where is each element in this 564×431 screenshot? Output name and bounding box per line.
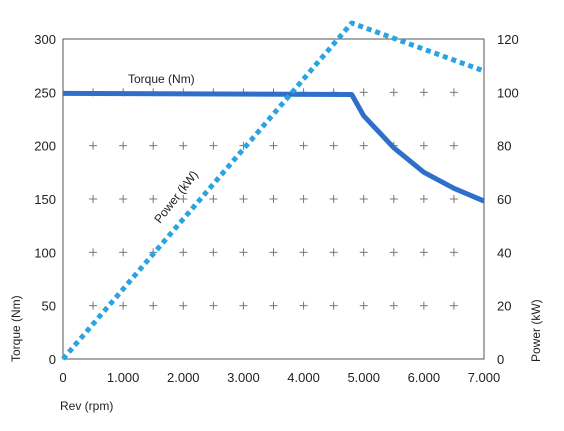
y-right-tick-label: 40 bbox=[497, 245, 511, 260]
y-right-tick-label: 20 bbox=[497, 299, 511, 314]
y-left-tick-label: 0 bbox=[49, 352, 56, 367]
series-lines bbox=[61, 20, 485, 361]
x-tick-label: 1.000 bbox=[107, 370, 140, 385]
y-left-tick-label: 50 bbox=[42, 299, 56, 314]
x-tick-label: 4.000 bbox=[287, 370, 320, 385]
x-tick-label: 6.000 bbox=[408, 370, 441, 385]
y-left-tick-label: 300 bbox=[34, 32, 56, 47]
y-right-tick-label: 60 bbox=[497, 192, 511, 207]
x-tick-label: 3.000 bbox=[227, 370, 260, 385]
x-axis-label: Rev (rpm) bbox=[60, 399, 113, 413]
tick-labels: 0 1.000 2.000 3.000 4.000 5.000 6.000 7.000 0 50 1… bbox=[34, 32, 518, 385]
y-left-tick-label: 100 bbox=[34, 245, 56, 260]
x-tick-label: 2.000 bbox=[167, 370, 200, 385]
y-right-tick-label: 120 bbox=[497, 32, 519, 47]
torque-series-label: Torque (Nm) bbox=[128, 72, 195, 86]
y-left-tick-label: 200 bbox=[34, 139, 56, 154]
power-line bbox=[61, 20, 485, 361]
power-series-label: Power (kW) bbox=[151, 168, 201, 226]
y-right-axis-label: Power (kW) bbox=[529, 299, 543, 362]
x-tick-label: 5.000 bbox=[347, 370, 380, 385]
y-left-axis-label: Torque (Nm) bbox=[9, 295, 23, 362]
y-right-tick-label: 0 bbox=[497, 352, 504, 367]
y-left-tick-label: 150 bbox=[34, 192, 56, 207]
x-tick-label: 7.000 bbox=[468, 370, 501, 385]
y-right-tick-label: 100 bbox=[497, 85, 519, 100]
grid-markers bbox=[89, 88, 458, 310]
axis-labels: Rev (rpm) Torque (Nm) Power (kW) Torque … bbox=[9, 72, 543, 413]
torque-line bbox=[62, 90, 485, 204]
y-right-tick-label: 80 bbox=[497, 139, 511, 154]
y-left-tick-label: 250 bbox=[34, 85, 56, 100]
x-tick-label: 0 bbox=[59, 370, 66, 385]
